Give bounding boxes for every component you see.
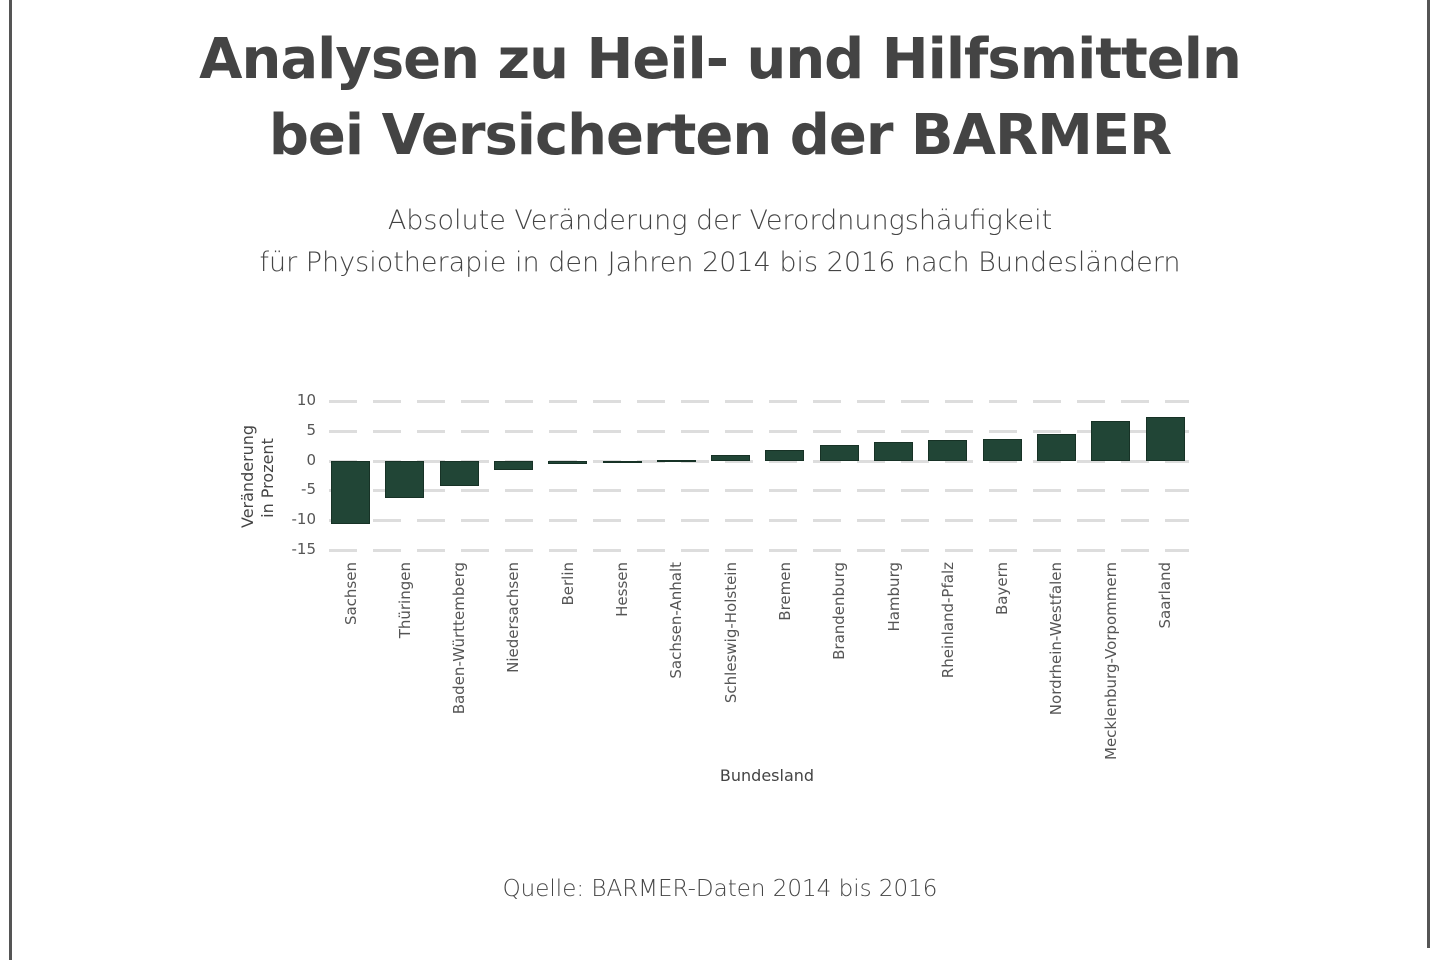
x-tick-label: Brandenburg	[830, 562, 849, 660]
bar[interactable]	[928, 440, 968, 461]
bar[interactable]	[1091, 421, 1131, 461]
chart-subtitle: Absolute Veränderung der Verordnungshäuf…	[0, 200, 1440, 284]
bar[interactable]	[1145, 417, 1185, 461]
subtitle-line-2: für Physiotherapie in den Jahren 2014 bi…	[259, 247, 1181, 278]
gridline	[329, 489, 1189, 493]
x-tick-label: Saarland	[1156, 562, 1174, 629]
bar[interactable]	[602, 460, 642, 463]
source-note: Quelle: BARMER-Daten 2014 bis 2016	[502, 876, 938, 902]
x-tick-label: Hessen	[613, 562, 631, 617]
subtitle-line-1: Absolute Veränderung der Verordnungshäuf…	[387, 205, 1053, 236]
title-line-1: Analysen zu Heil- und Hilfsmitteln	[199, 27, 1242, 92]
bar[interactable]	[656, 460, 696, 462]
bar[interactable]	[711, 455, 751, 461]
x-tick-label: Sachsen-Anhalt	[667, 562, 686, 679]
gridline	[329, 459, 1189, 463]
gridline	[329, 429, 1189, 433]
x-axis-title: Bundesland	[719, 766, 815, 785]
x-tick-label: Mecklenburg-Vorpommern	[1101, 562, 1120, 760]
x-tick-label: Berlin	[558, 562, 577, 606]
y-tick-label: -5	[301, 480, 316, 499]
y-tick-label: -15	[291, 540, 317, 558]
gridline	[329, 519, 1189, 523]
y-tick-label: 5	[306, 420, 316, 439]
x-tick-label: Rheinland-Pfalz	[938, 562, 957, 679]
page-title: Analysen zu Heil- und Hilfsmitteln bei V…	[0, 22, 1440, 174]
bar[interactable]	[548, 460, 588, 464]
x-tick-label: Thüringen	[395, 562, 414, 639]
bar[interactable]	[1036, 434, 1076, 461]
bar[interactable]	[385, 460, 425, 498]
bar[interactable]	[493, 460, 533, 470]
x-tick-label: Nordrhein-Westfalen	[1047, 562, 1066, 716]
x-tick-label: Bayern	[993, 562, 1012, 615]
bar[interactable]	[765, 449, 805, 461]
bar[interactable]	[819, 444, 859, 461]
frame-border-left	[9, 0, 12, 960]
x-tick-label: Baden-Württemberg	[450, 562, 469, 715]
x-tick-label: Schleswig-Holstein	[721, 562, 740, 704]
bar[interactable]	[874, 442, 913, 461]
bar[interactable]	[331, 460, 370, 525]
title-line-2: bei Versicherten der BARMER	[268, 103, 1172, 168]
bar[interactable]	[982, 439, 1022, 461]
gridline	[329, 549, 1189, 552]
frame-border-right	[1427, 0, 1430, 948]
x-tick-label: Bremen	[775, 562, 794, 621]
gridline	[329, 400, 1189, 403]
x-tick-label: Hamburg	[884, 562, 903, 632]
y-axis-title-line-1: Veränderung	[238, 424, 257, 528]
bar[interactable]	[439, 460, 479, 487]
y-tick-label: -10	[291, 510, 317, 529]
y-tick-label: 0	[306, 450, 316, 469]
y-tick-label: 10	[296, 391, 316, 409]
x-tick-label: Sachsen	[341, 562, 360, 626]
x-tick-label: Niedersachsen	[504, 562, 523, 673]
